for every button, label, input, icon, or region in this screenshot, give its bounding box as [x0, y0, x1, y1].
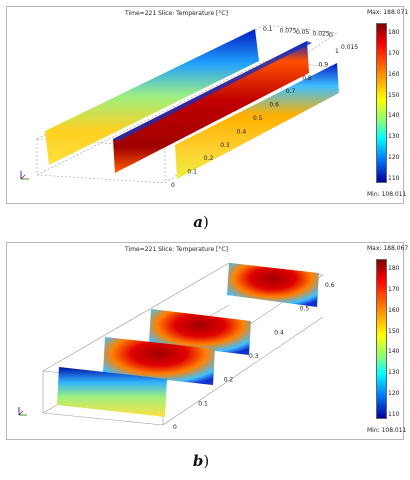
caption-paren: )	[202, 213, 209, 231]
axis-y-ticks-a: 0 0.1 0.2 0.3 0.4 0.5 0.6 0.7 0.8 0.9 1	[171, 48, 339, 189]
colorbar-b	[376, 259, 387, 419]
colorbar-min-label: Min: 108.011	[367, 191, 407, 198]
axis-tick-label: 0.075	[280, 28, 297, 35]
axis-tick-label: 0.2	[224, 377, 234, 384]
colorbar-tick-label: 180	[388, 265, 400, 272]
axis-triad-icon	[20, 171, 29, 180]
plot-title: Time=221 Slice: Temperature [°C]	[125, 246, 228, 253]
axis-tick-label: 0.1	[263, 26, 273, 33]
colorbar-tick-label: 130	[388, 369, 400, 377]
3d-scene-a: 00.10.20.30.40.50.60.70.80.91 0.1 0.075 0.…	[20, 24, 358, 189]
colorbar-tick-label: 120	[388, 390, 400, 398]
colorbar-tick-label: 160	[388, 70, 400, 78]
axis-tick-label: 0.1	[198, 400, 208, 407]
plot-panel-b: Time=221 Slice: Temperature [°C]	[6, 242, 408, 440]
axis-tick-label: 0.3	[249, 353, 259, 360]
axis-tick-label: 0.4	[237, 128, 247, 135]
colorbar-tick-label: 130	[388, 133, 400, 141]
axis-tick-label: 0.3	[220, 142, 230, 149]
axis-tick-label: 0.4	[274, 329, 284, 336]
colorbar-tick-label: 180	[388, 29, 400, 36]
axis-tick-label: 0.9	[319, 61, 329, 68]
temperature-slice-left	[45, 29, 259, 165]
colorbar-a	[376, 23, 387, 183]
colorbar-max-label: Max: 188.071	[367, 9, 409, 16]
colorbar-tick-label: 110	[388, 411, 400, 418]
colorbar-tick-label: 170	[388, 49, 400, 57]
axis-tick-label: 0.8	[302, 75, 312, 82]
axis-tick-label: 0.7	[286, 88, 296, 95]
axis-tick-label: 0.05	[296, 29, 310, 36]
axis-y-ticks-b: 0 0.1 0.2 0.3 0.4 0.5 0.6	[173, 282, 335, 431]
axis-x-ticks-a: 0.1 0.075 0.05 0.025 0	[263, 26, 333, 39]
axis-tick-label: 0	[329, 32, 333, 39]
axis-tick-label: 0.6	[325, 282, 335, 289]
temperature-cross-section-3	[149, 309, 251, 355]
axis-z-tick: 0.015	[341, 44, 358, 51]
colorbar-tick-label: 150	[388, 91, 400, 99]
axis-tick-label: 0.2	[204, 155, 214, 162]
axis-tick-label: 0.5	[300, 306, 310, 313]
axis-tick-label: 0.025	[313, 31, 330, 38]
colorbar-tick-label: 150	[388, 327, 400, 335]
3d-scene-b: 0 0.1 0.2 0.3 0.4 0.5 0.6	[18, 262, 335, 431]
colorbar-min-label: Min: 108.011	[367, 427, 407, 434]
temperature-slice-right	[175, 63, 339, 179]
plot-title: Time=221 Slice: Temperature [°C]	[125, 10, 228, 17]
caption-paren: )	[203, 452, 210, 470]
colorbar-tick-label: 140	[388, 348, 400, 356]
colorbar-tick-label: 160	[388, 306, 400, 314]
axis-tick-label: 0.1	[187, 169, 197, 176]
axis-triad-icon	[18, 407, 27, 416]
temperature-slice-middle	[113, 41, 309, 173]
axis-tick-label: 0	[171, 182, 175, 189]
colorbar-tick-label: 110	[388, 175, 400, 182]
caption-letter: b	[192, 452, 204, 470]
colorbar-tick-label: 170	[388, 285, 400, 293]
colorbar-max-label: Max: 188.067	[367, 245, 409, 252]
temperature-cross-section-2	[103, 337, 215, 385]
temperature-cross-section-4	[227, 263, 319, 307]
axis-tick-label: 0.5	[253, 115, 263, 122]
axis-tick-label: 0	[173, 424, 177, 431]
caption-letter: a	[193, 213, 203, 231]
axis-tick-label: 0.6	[269, 102, 279, 109]
figure-caption-a: a)	[181, 213, 221, 231]
axis-tick-label: 1	[335, 48, 339, 55]
figure-caption-b: b)	[181, 452, 221, 470]
colorbar-tick-label: 120	[388, 154, 400, 162]
slice-top-edge	[113, 41, 312, 141]
plot-panel-a: Time=221 Slice: Temperature [°C]	[6, 6, 408, 204]
colorbar-tick-label: 140	[388, 112, 400, 120]
temperature-cross-section-1	[57, 367, 167, 417]
